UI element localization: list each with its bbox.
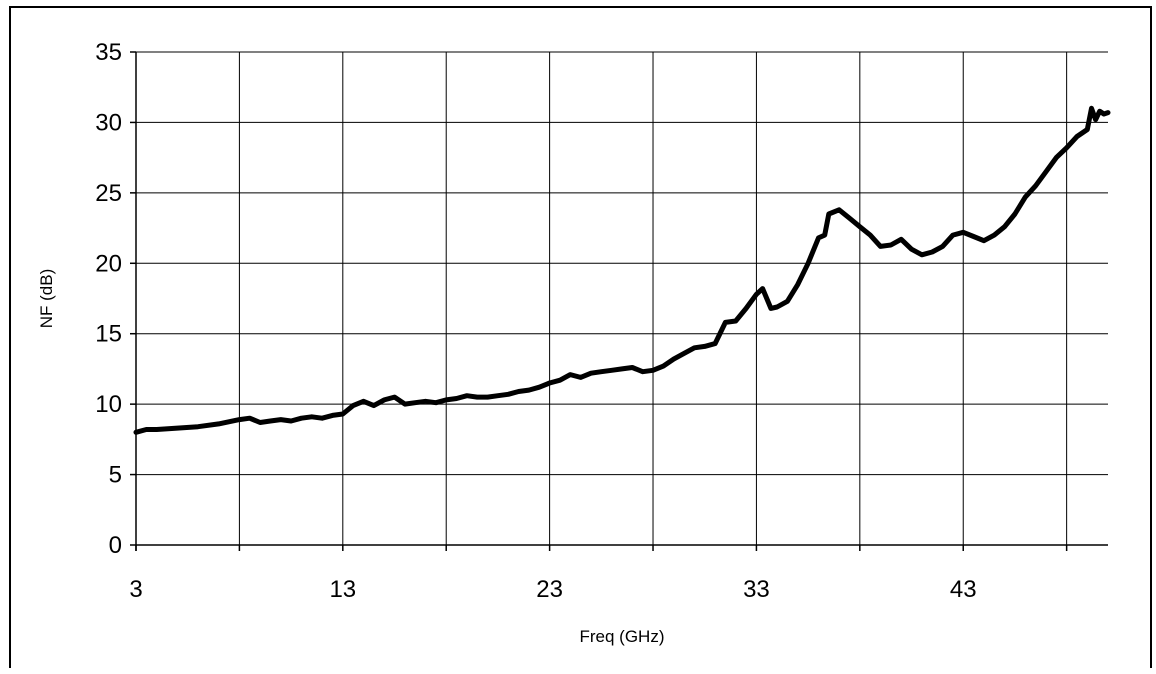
y-tick-label: 25 xyxy=(95,180,122,207)
series-group xyxy=(133,105,1111,435)
y-tick-label: 15 xyxy=(95,321,122,348)
y-tick-label: 5 xyxy=(109,462,122,489)
x-axis-label: Freq (GHz) xyxy=(580,627,665,646)
y-tick-label: 20 xyxy=(95,250,122,277)
y-tick-label: 30 xyxy=(95,109,122,136)
x-tick-label: 13 xyxy=(329,576,356,603)
y-axis-label: NF (dB) xyxy=(37,269,56,329)
x-tick-label: 3 xyxy=(129,576,142,603)
axes xyxy=(130,51,1108,551)
y-tick-labels: 0 5 10 15 20 25 30 35 xyxy=(95,39,122,559)
x-tick-label: 43 xyxy=(950,576,977,603)
y-tick-label: 35 xyxy=(95,39,122,66)
x-tick-labels: 3 13 23 33 43 xyxy=(129,576,976,603)
x-tick-label: 33 xyxy=(743,576,770,603)
y-tick-label: 10 xyxy=(95,391,122,418)
grid-lines xyxy=(136,51,1108,545)
y-tick-label: 0 xyxy=(109,532,122,559)
chart-frame xyxy=(9,6,1152,668)
series-line-0 xyxy=(133,105,1111,435)
x-tick-label: 23 xyxy=(536,576,563,603)
